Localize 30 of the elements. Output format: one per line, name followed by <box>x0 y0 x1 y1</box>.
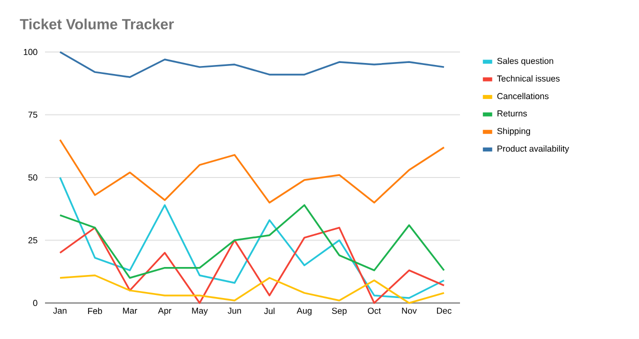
line-series <box>59 204 445 279</box>
x-tick-label: Apr <box>158 308 172 316</box>
y-tick-label: 100 <box>24 48 38 56</box>
line-series <box>59 226 445 304</box>
y-tick-label: 75 <box>28 112 38 118</box>
x-tick-label: Jul <box>264 308 274 314</box>
x-tick-label: Dec <box>437 308 452 314</box>
y-tick-label: 50 <box>28 174 38 181</box>
legend-label: Product availability <box>498 145 570 154</box>
legend-label: Sales question <box>497 58 554 66</box>
legend-label: Returns <box>498 110 527 116</box>
x-tick-label: Sep <box>332 308 347 316</box>
x-tick-label: Oct <box>368 308 381 314</box>
y-tick-label: 0 <box>33 300 38 306</box>
line-series <box>59 51 445 78</box>
legend-label: Cancellations <box>497 92 549 100</box>
line-series <box>59 176 445 299</box>
legend-label: Shipping <box>497 128 530 136</box>
x-tick-label: Jan <box>53 308 66 314</box>
x-tick-label: Feb <box>88 308 102 314</box>
line-series <box>59 274 445 304</box>
y-tick-label: 25 <box>28 237 38 244</box>
x-tick-label: Mar <box>123 308 138 314</box>
legend-label: Technical issues <box>497 75 560 82</box>
line-series <box>59 138 445 204</box>
x-tick-label: May <box>192 308 208 316</box>
x-tick-label: Nov <box>402 308 417 314</box>
x-tick-label: Jun <box>228 308 241 314</box>
x-tick-label: Aug <box>296 308 312 316</box>
chart-title: Ticket Volume Tracker <box>20 18 174 30</box>
